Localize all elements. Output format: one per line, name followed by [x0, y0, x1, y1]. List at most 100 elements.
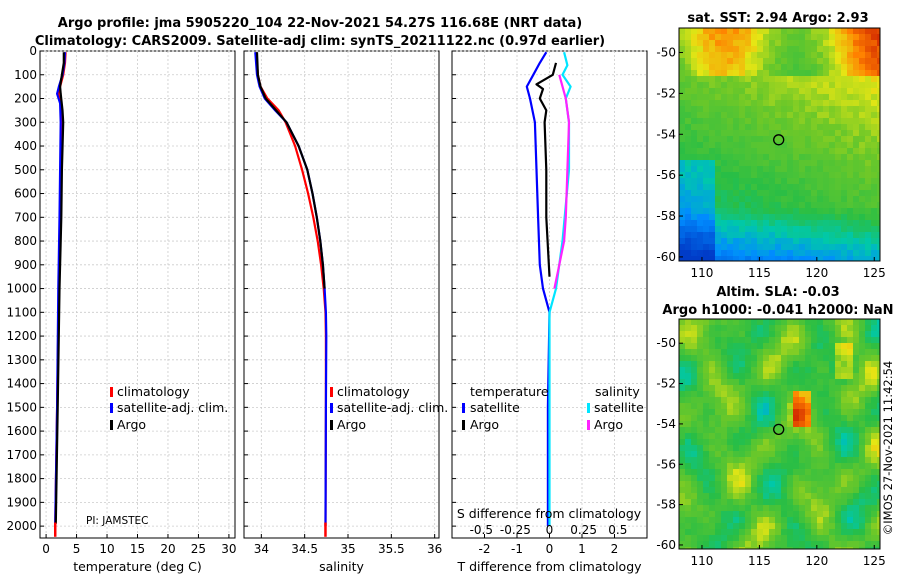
- map-cell: [805, 70, 812, 77]
- map-cell: [853, 535, 860, 542]
- map-cell: [769, 541, 776, 548]
- map-cell: [697, 250, 704, 257]
- map-cell: [763, 160, 770, 167]
- map-cell: [775, 529, 782, 536]
- map-cell: [829, 190, 836, 197]
- map-cell: [697, 439, 704, 446]
- map-y-tick-label: -56: [656, 168, 676, 182]
- map-cell: [799, 487, 806, 494]
- map-cell: [709, 112, 716, 119]
- map-cell: [799, 178, 806, 185]
- map-cell: [727, 367, 734, 374]
- map-cell: [799, 190, 806, 197]
- map-cell: [805, 343, 812, 350]
- map-cell: [799, 154, 806, 161]
- map-cell: [799, 256, 806, 261]
- map-cell: [739, 535, 746, 542]
- map-cell: [853, 355, 860, 362]
- map-cell: [763, 403, 770, 410]
- map-cell: [835, 40, 842, 47]
- map-cell: [793, 535, 800, 542]
- map-cell: [763, 373, 770, 380]
- map-cell: [697, 427, 704, 434]
- map-cell: [787, 148, 794, 155]
- map-cell: [745, 232, 752, 239]
- map-cell: [715, 250, 722, 257]
- map-cell: [751, 178, 758, 185]
- sst-map: 110 115 120 125-50-52-54-56-58-60: [656, 27, 886, 280]
- map-cell: [721, 256, 728, 261]
- map-cell: [697, 226, 704, 233]
- map-cell: [769, 202, 776, 209]
- map-cell: [853, 397, 860, 404]
- map-cell: [709, 136, 716, 143]
- map-cell: [793, 511, 800, 518]
- map-cell: [787, 100, 794, 107]
- map-cell: [817, 100, 824, 107]
- map-cell: [793, 34, 800, 41]
- map-cell: [871, 148, 878, 155]
- map-cell: [769, 190, 776, 197]
- map-cell: [793, 232, 800, 239]
- map-cell: [775, 256, 782, 261]
- map-cell: [757, 256, 764, 261]
- map-cell: [691, 361, 698, 368]
- map-cell: [859, 196, 866, 203]
- map-cell: [691, 469, 698, 476]
- map-cell: [679, 232, 686, 239]
- map-cell: [853, 511, 860, 518]
- map-cell: [763, 184, 770, 191]
- map-cell: [769, 325, 776, 332]
- map-cell: [715, 130, 722, 137]
- map-cell: [859, 28, 866, 35]
- map-cell: [709, 529, 716, 536]
- map-cell: [823, 82, 830, 89]
- map-cell: [787, 208, 794, 215]
- map-cell: [721, 445, 728, 452]
- map-cell: [793, 409, 800, 416]
- map-cell: [829, 154, 836, 161]
- map-cell: [865, 178, 872, 185]
- map-cell: [847, 52, 854, 59]
- map-cell: [709, 58, 716, 65]
- map-cell: [775, 517, 782, 524]
- map-cell: [835, 427, 842, 434]
- map-cell: [775, 469, 782, 476]
- map-cell: [697, 385, 704, 392]
- map-cell: [865, 130, 872, 137]
- map-cell: [799, 226, 806, 233]
- map-cell: [715, 415, 722, 422]
- map-cell: [703, 154, 710, 161]
- map-cell: [775, 403, 782, 410]
- map-cell: [829, 541, 836, 548]
- map-cell: [793, 469, 800, 476]
- map-cell: [721, 385, 728, 392]
- series-line-argo: [255, 52, 326, 289]
- map-cell: [841, 256, 848, 261]
- map-cell: [811, 517, 818, 524]
- map-cell: [775, 535, 782, 542]
- map-cell: [829, 325, 836, 332]
- map-cell: [745, 172, 752, 179]
- map-cell: [751, 397, 758, 404]
- map-cell: [751, 469, 758, 476]
- map-cell: [763, 331, 770, 338]
- map-y-tick-label: -52: [656, 86, 676, 100]
- map-cell: [757, 28, 764, 35]
- map-cell: [793, 499, 800, 506]
- map-cell: [739, 451, 746, 458]
- map-cell: [757, 160, 764, 167]
- y-tick-label: 1100: [6, 305, 37, 319]
- map-cell: [829, 214, 836, 221]
- map-cell: [697, 70, 704, 77]
- map-cell: [775, 361, 782, 368]
- map-cell: [751, 226, 758, 233]
- imos-credit: ©IMOS 27-Nov-2021 11:42:54: [881, 361, 895, 535]
- map-cell: [757, 475, 764, 482]
- map-x-tick-label: 115: [748, 266, 771, 280]
- map-cell: [715, 421, 722, 428]
- map-cell: [721, 88, 728, 95]
- map-cell: [847, 184, 854, 191]
- map-cell: [823, 148, 830, 155]
- map-cell: [793, 529, 800, 536]
